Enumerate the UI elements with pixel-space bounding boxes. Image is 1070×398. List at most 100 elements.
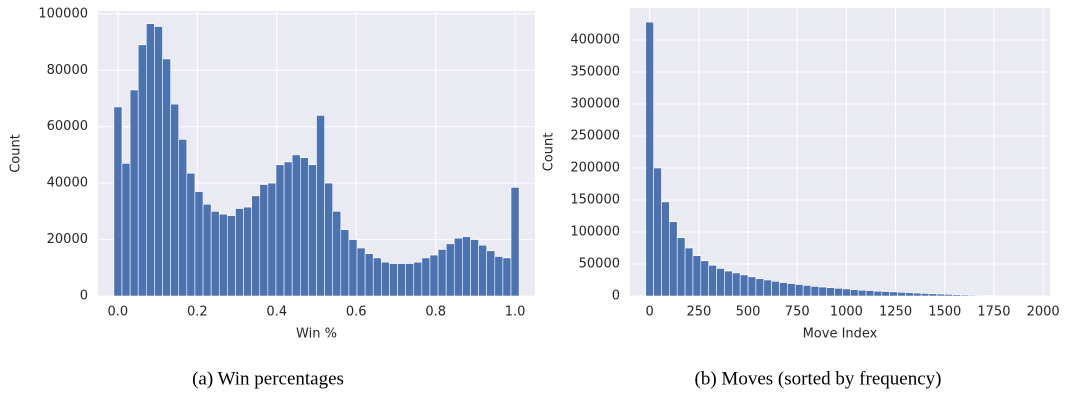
caption: (b) Moves (sorted by frequency) [695, 368, 942, 389]
bar [716, 268, 725, 297]
bar [787, 283, 796, 297]
bar [928, 293, 938, 297]
bar [857, 289, 867, 297]
bar [299, 157, 309, 297]
bar [381, 261, 390, 297]
bar [755, 278, 765, 297]
bar [372, 257, 382, 297]
x-tick-label: 2000 [1027, 305, 1060, 320]
y-tick-label: 200000 [570, 161, 620, 176]
bar [763, 279, 772, 297]
bar [669, 221, 678, 297]
bar [267, 182, 277, 297]
bar [944, 294, 953, 297]
bar [700, 260, 709, 297]
bar [897, 291, 906, 297]
x-tick-label: 1.0 [505, 305, 526, 320]
bar [364, 253, 374, 297]
bar [113, 106, 123, 297]
y-tick-label: 350000 [570, 65, 620, 80]
bar [747, 276, 757, 297]
bar [453, 237, 463, 297]
bar [905, 292, 914, 297]
bar [227, 215, 236, 297]
bar [724, 270, 733, 297]
y-tick-label: 0 [80, 289, 88, 304]
x-tick-label: 1500 [928, 305, 961, 320]
bar [661, 201, 670, 297]
bar [936, 293, 946, 297]
bar [771, 280, 780, 297]
y-tick-label: 60000 [47, 119, 88, 134]
bar [810, 286, 820, 297]
bar [210, 211, 220, 297]
x-tick-label: 1750 [977, 305, 1010, 320]
bar [865, 290, 875, 297]
bar [251, 195, 261, 297]
bar [421, 257, 431, 297]
bar [794, 284, 804, 297]
bar [235, 208, 244, 297]
plot-area [630, 8, 1050, 296]
bar [952, 294, 961, 297]
bar [478, 244, 487, 297]
x-tick-label: 750 [785, 305, 810, 320]
bar [889, 291, 898, 297]
y-axis-label: Count [9, 134, 24, 173]
x-tick-label: 0.4 [266, 305, 287, 320]
bar [218, 213, 228, 297]
bar [445, 243, 455, 297]
bar [912, 292, 922, 297]
bar [653, 167, 662, 297]
bar [975, 295, 985, 297]
y-tick-label: 40000 [47, 176, 88, 191]
bar [389, 263, 398, 297]
bar [275, 164, 285, 297]
bar [842, 288, 851, 297]
bar [348, 239, 358, 297]
caption: (a) Win percentages [192, 368, 344, 389]
bar [154, 26, 163, 297]
bar [186, 172, 196, 297]
y-tick-label: 100000 [570, 225, 620, 240]
x-tick-label: 0.0 [108, 305, 129, 320]
bar [850, 289, 859, 297]
bar [340, 229, 350, 297]
bar [429, 254, 439, 297]
bar [983, 295, 993, 297]
bar [462, 236, 471, 297]
bar [920, 293, 930, 297]
bar [316, 115, 325, 297]
bar [291, 154, 301, 297]
y-tick-label: 250000 [570, 129, 620, 144]
y-tick-label: 80000 [47, 63, 88, 78]
bar [470, 239, 479, 297]
y-axis-label: Count [542, 133, 557, 172]
bar [708, 264, 717, 297]
bar [121, 163, 131, 297]
bar [494, 256, 504, 297]
x-tick-label: 0.2 [187, 305, 208, 320]
bar [960, 294, 969, 297]
bar [178, 139, 188, 297]
bar [243, 206, 252, 297]
y-tick-label: 0 [612, 289, 620, 304]
bar [834, 288, 843, 297]
bar [129, 89, 139, 297]
bar [645, 21, 654, 297]
bar [308, 164, 317, 297]
bar [779, 282, 788, 297]
x-tick-label: 0 [646, 305, 654, 320]
y-tick-label: 100000 [38, 6, 88, 21]
x-tick-label: 250 [686, 305, 711, 320]
bar [826, 287, 835, 297]
bar [731, 272, 741, 297]
bar [146, 23, 155, 297]
bar [739, 274, 749, 297]
bar [283, 161, 293, 297]
bar [968, 294, 977, 297]
x-tick-label: 1000 [830, 305, 863, 320]
y-tick-label: 300000 [570, 97, 620, 112]
bar [324, 182, 334, 297]
